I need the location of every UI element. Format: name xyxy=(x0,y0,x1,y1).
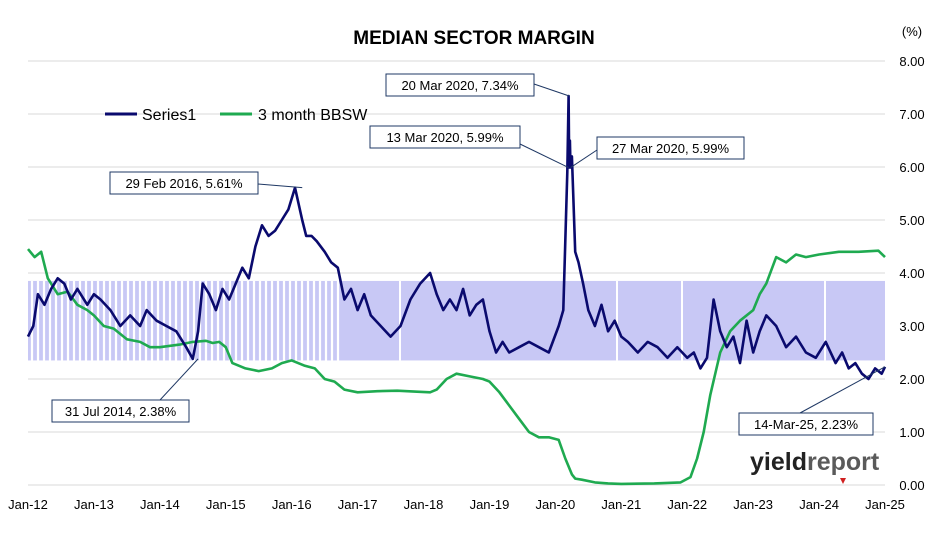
callout-label: 14-Mar-25, 2.23% xyxy=(754,417,858,432)
series-line-1 xyxy=(26,248,886,486)
y-tick-label: 0.00 xyxy=(899,478,924,493)
svg-text:yieldreport: yieldreport xyxy=(750,448,880,476)
y-axis-unit: (%) xyxy=(902,24,922,39)
series-lines xyxy=(26,94,887,486)
callout-leader xyxy=(159,358,199,401)
callout-box xyxy=(385,73,535,97)
annotations: 20 Mar 2020, 7.34% 13 Mar 2020, 5.99% 27 M… xyxy=(51,73,886,436)
callout-leader xyxy=(570,149,598,168)
callout-label: 29 Feb 2016, 5.61% xyxy=(125,176,243,191)
data-callout: 29 Feb 2016, 5.61% xyxy=(109,171,303,195)
data-callout: 27 Mar 2020, 5.99% xyxy=(570,136,745,168)
x-tick-label: Jan-16 xyxy=(272,497,312,512)
x-tick-label: Jan-23 xyxy=(733,497,773,512)
x-tick-label: Jan-14 xyxy=(140,497,180,512)
x-tick-label: Jan-18 xyxy=(404,497,444,512)
y-tick-label: 4.00 xyxy=(899,266,924,281)
logo-text-report: report xyxy=(807,448,880,476)
data-callout: 20 Mar 2020, 7.34% xyxy=(385,73,570,97)
legend-label-series1: Series1 xyxy=(142,107,196,124)
chart-title: MEDIAN SECTOR MARGIN xyxy=(353,28,594,49)
callout-leader xyxy=(533,83,570,97)
x-tick-label: Jan-17 xyxy=(338,497,378,512)
axis-labels: 0.00 1.00 2.00 3.00 4.00 5.00 6.00 7.00 8.00 Jan-… xyxy=(8,54,925,512)
logo-text-yield: yield xyxy=(750,448,807,476)
x-tick-label: Jan-24 xyxy=(799,497,839,512)
callout-leader xyxy=(799,366,886,414)
callout-label: 13 Mar 2020, 5.99% xyxy=(386,130,504,145)
callout-box xyxy=(369,125,521,149)
y-tick-label: 8.00 xyxy=(899,54,924,69)
x-tick-label: Jan-13 xyxy=(74,497,114,512)
x-tick-label: Jan-21 xyxy=(601,497,641,512)
data-callout: 13 Mar 2020, 5.99% xyxy=(369,125,569,168)
y-tick-label: 3.00 xyxy=(899,319,924,334)
data-callout: 14-Mar-25, 2.23% xyxy=(738,366,886,436)
x-tick-label: Jan-25 xyxy=(865,497,905,512)
y-tick-label: 6.00 xyxy=(899,160,924,175)
x-tick-label: Jan-22 xyxy=(667,497,707,512)
legend: Series1 3 month BBSW xyxy=(105,107,368,124)
callout-leader xyxy=(257,183,303,189)
callout-label: 31 Jul 2014, 2.38% xyxy=(65,404,177,419)
callout-box xyxy=(596,136,745,160)
y-tick-label: 7.00 xyxy=(899,107,924,122)
callout-label: 27 Mar 2020, 5.99% xyxy=(612,141,730,156)
callout-box xyxy=(738,412,874,436)
x-tick-label: Jan-12 xyxy=(8,497,48,512)
legend-label-bbsw: 3 month BBSW xyxy=(258,107,368,124)
callout-leader xyxy=(519,143,569,168)
x-tick-label: Jan-19 xyxy=(470,497,510,512)
callout-box xyxy=(109,171,259,195)
callout-box xyxy=(51,399,190,423)
logo-red-marker xyxy=(840,478,846,484)
data-callout: 31 Jul 2014, 2.38% xyxy=(51,358,199,423)
series-line-0 xyxy=(26,94,887,381)
callout-label: 20 Mar 2020, 7.34% xyxy=(401,78,519,93)
x-tick-label: Jan-20 xyxy=(536,497,576,512)
x-tick-label: Jan-15 xyxy=(206,497,246,512)
yieldreport-logo: yieldreport xyxy=(750,448,880,484)
y-tick-label: 5.00 xyxy=(899,213,924,228)
y-tick-label: 2.00 xyxy=(899,372,924,387)
y-tick-label: 1.00 xyxy=(899,425,924,440)
